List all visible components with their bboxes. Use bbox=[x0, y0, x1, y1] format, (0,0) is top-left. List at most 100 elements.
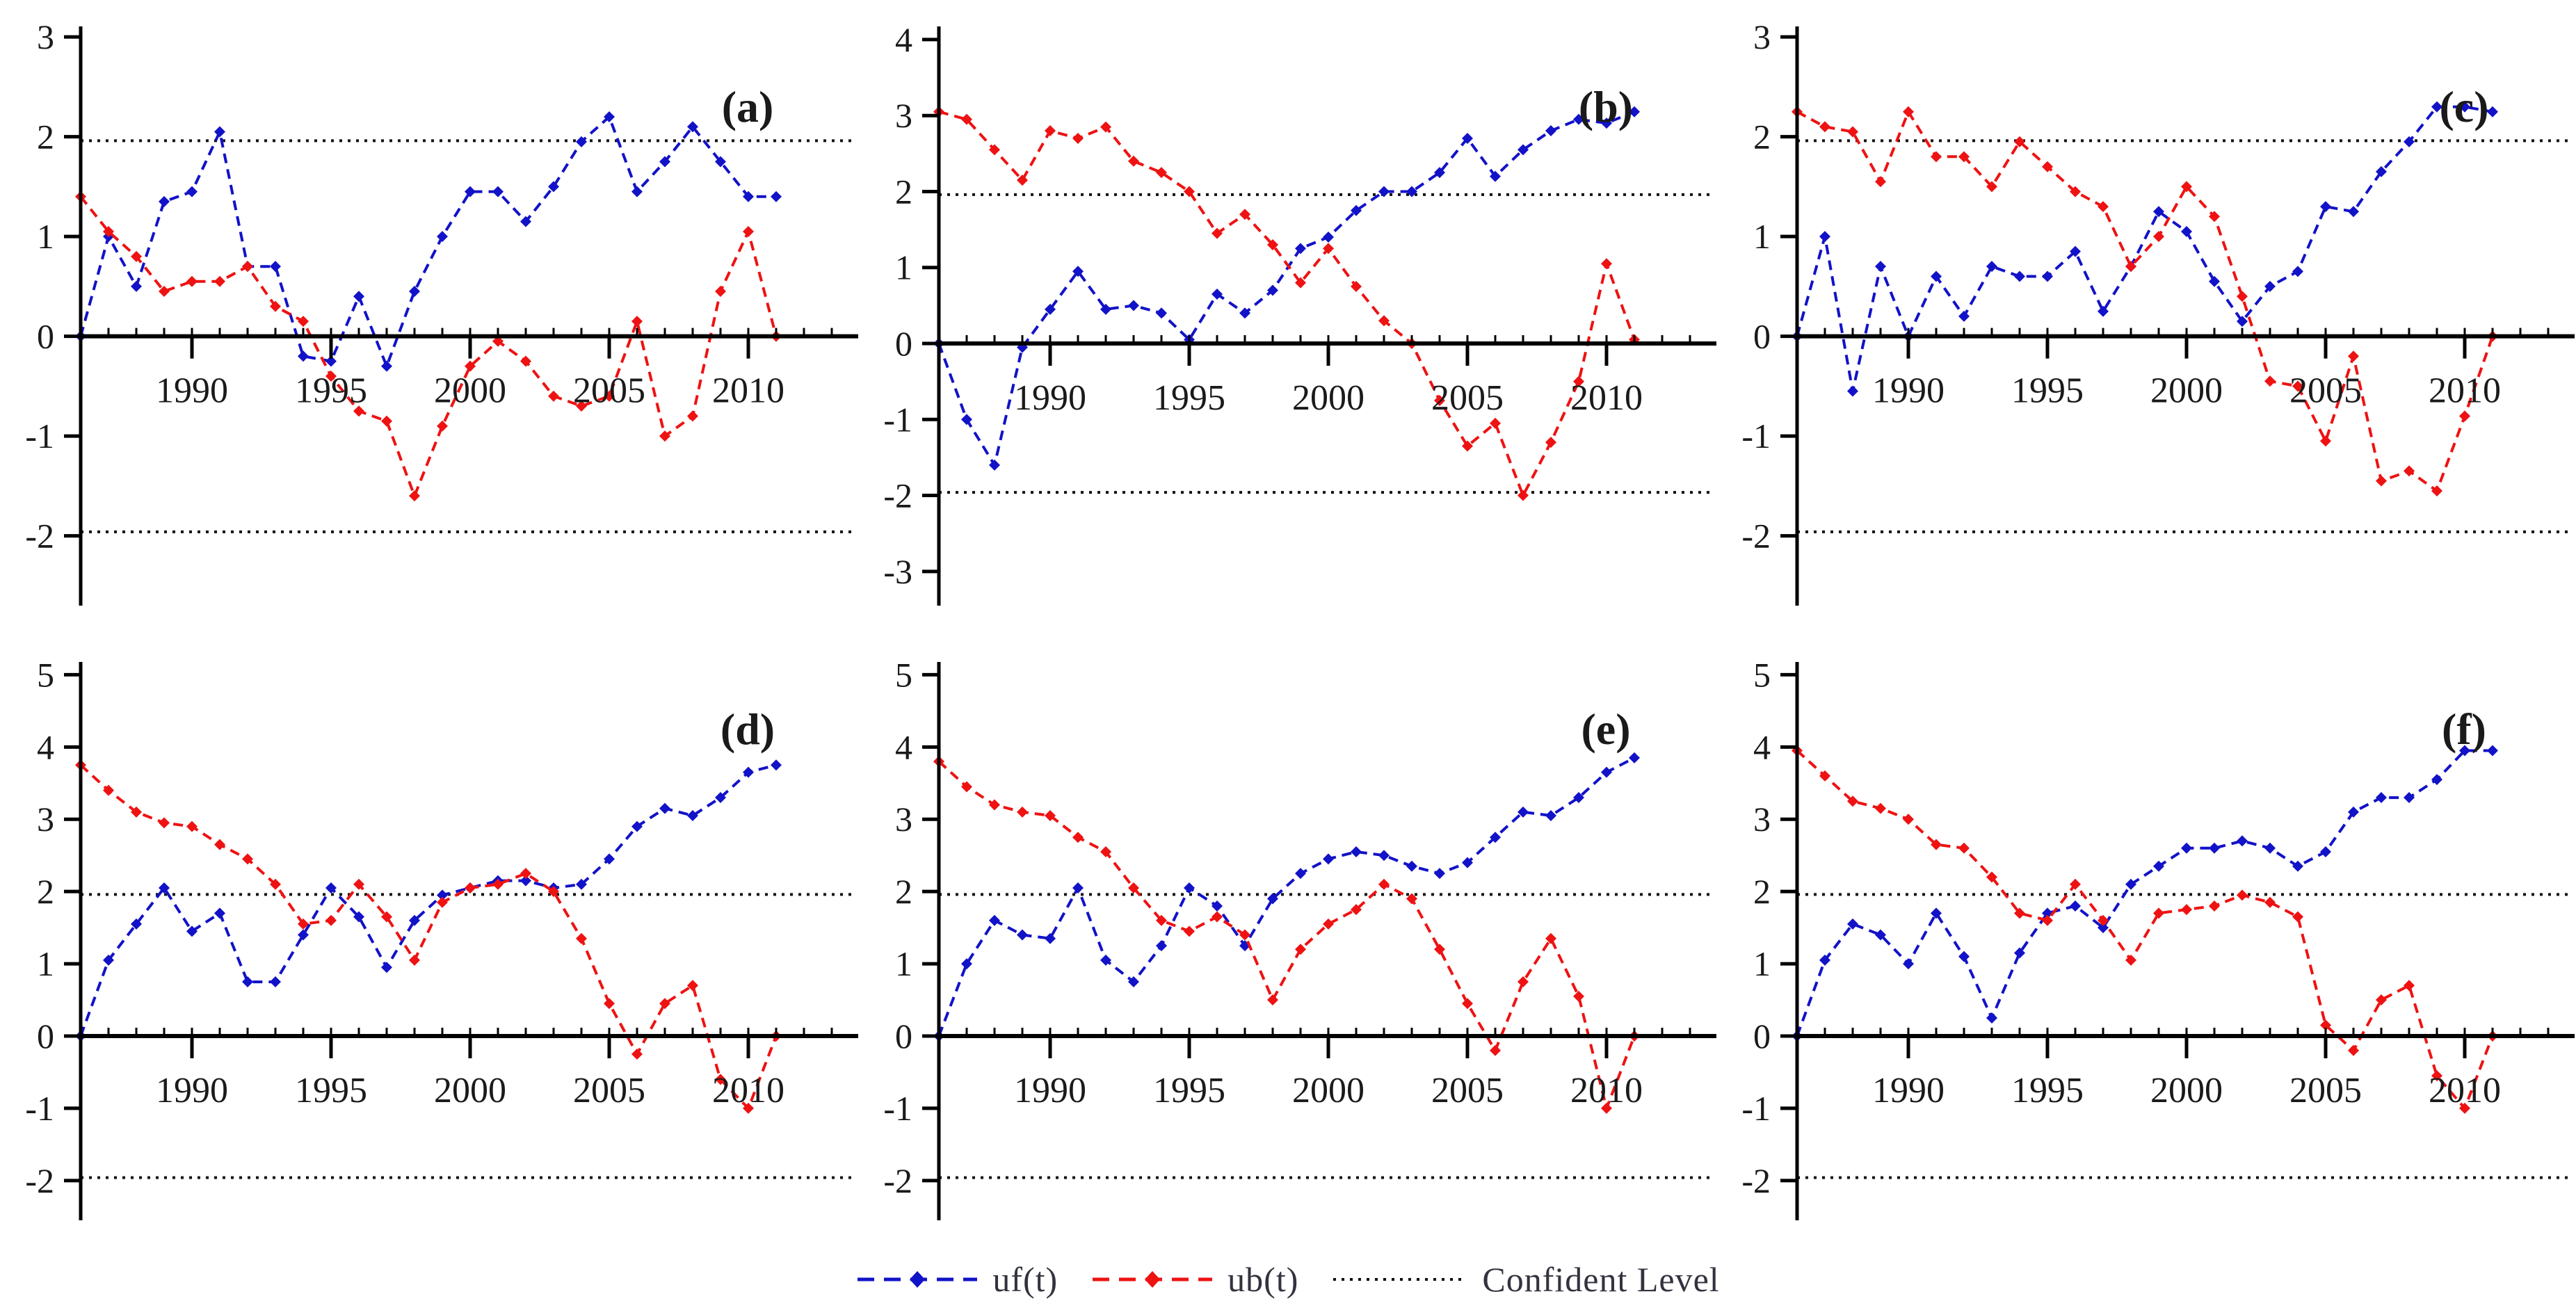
x-tick-label: 2005 bbox=[1431, 378, 1504, 418]
x-tick-label: 2010 bbox=[2429, 371, 2501, 411]
y-tick-label: 5 bbox=[895, 655, 912, 694]
x-tick-label: 2010 bbox=[712, 371, 784, 411]
legend-item-confidence: Confident Level bbox=[1330, 1259, 1719, 1300]
y-tick-label: 0 bbox=[37, 1017, 54, 1056]
x-tick-label: 1995 bbox=[1153, 1071, 1225, 1110]
x-tick-label: 2010 bbox=[1570, 1071, 1643, 1110]
y-tick-label: 3 bbox=[37, 17, 54, 56]
panel-c-chart: 3 2 1 0 -1 -2 1990 1995 2000 2005 2010 (c) bbox=[1741, 17, 2575, 606]
panel-a: 3 2 1 0 -1 -2 1990 1995 2000 2005 2010 (a) bbox=[0, 0, 858, 650]
ub-markers-b bbox=[933, 106, 1640, 501]
y-tick-label: 0 bbox=[895, 1017, 912, 1056]
uf-line-c bbox=[1796, 105, 2493, 391]
legend-label-uf: uf(t) bbox=[992, 1259, 1058, 1299]
x-tick-label: 1995 bbox=[1153, 378, 1225, 418]
y-tick-label: 2 bbox=[895, 172, 912, 211]
x-tick-label: 2005 bbox=[573, 371, 645, 411]
x-tick-label: 2010 bbox=[712, 1071, 784, 1110]
panel-d-chart: 5 4 3 2 1 0 -1 -2 1990 1995 2000 2005 2010 (d) bbox=[25, 655, 858, 1220]
y-tick-label: 1 bbox=[895, 248, 912, 287]
ub-markers-d bbox=[75, 759, 782, 1114]
ub-markers-c bbox=[1792, 106, 2498, 496]
panel-e: 5 4 3 2 1 0 -1 -2 1990 1995 2000 2005 2010 (e) bbox=[858, 650, 1716, 1248]
ub-line-swatch-icon bbox=[1093, 1270, 1213, 1288]
ub-line-c bbox=[1796, 108, 2494, 494]
uf-markers-d bbox=[75, 759, 782, 1042]
x-tick-label: 1995 bbox=[295, 371, 367, 411]
y-tick-label: 4 bbox=[37, 727, 54, 766]
y-tick-label: -2 bbox=[1741, 517, 1771, 556]
y-tick-label: 4 bbox=[895, 727, 912, 766]
legend-item-uf: uf(t) bbox=[855, 1259, 1058, 1300]
uf-line-b bbox=[937, 110, 1635, 469]
legend-item-ub: ub(t) bbox=[1090, 1259, 1298, 1300]
panel-label-e: (e) bbox=[1581, 704, 1630, 754]
x-tick-label: 2000 bbox=[434, 371, 506, 411]
y-tick-label: 2 bbox=[1753, 872, 1771, 911]
x-tick-label: 2000 bbox=[1292, 1071, 1365, 1110]
uf-line-e bbox=[937, 757, 1635, 1037]
uf-markers-c bbox=[1792, 101, 2498, 397]
panel-label-c: (c) bbox=[2439, 82, 2488, 131]
y-tick-label: -1 bbox=[1741, 417, 1771, 455]
y-tick-label: 1 bbox=[37, 944, 54, 983]
y-tick-label: 0 bbox=[1753, 1017, 1771, 1056]
y-tick-label: -2 bbox=[1741, 1161, 1771, 1200]
panel-f-chart: 5 4 3 2 1 0 -1 -2 1990 1995 2000 2005 2010 (f) bbox=[1741, 655, 2575, 1220]
x-tick-label: 1990 bbox=[1872, 371, 1945, 411]
y-tick-label: -1 bbox=[883, 400, 912, 439]
legend-label-ub: ub(t) bbox=[1227, 1259, 1299, 1299]
y-tick-label: 0 bbox=[37, 317, 54, 356]
x-tick-label: 2005 bbox=[1431, 1071, 1504, 1110]
y-tick-label: 1 bbox=[1753, 217, 1771, 256]
uf-markers-e bbox=[933, 752, 1640, 1042]
y-tick-label: -2 bbox=[25, 517, 54, 556]
x-tick-label: 2000 bbox=[1292, 378, 1365, 418]
panel-e-chart: 5 4 3 2 1 0 -1 -2 1990 1995 2000 2005 2010 (e) bbox=[883, 655, 1716, 1220]
x-tick-label: 1990 bbox=[156, 1071, 228, 1110]
y-tick-label: 3 bbox=[895, 96, 912, 135]
y-tick-label: -2 bbox=[883, 476, 912, 515]
x-tick-label: 1995 bbox=[295, 1071, 367, 1110]
panel-label-b: (b) bbox=[1579, 82, 1633, 131]
ub-line-e bbox=[937, 760, 1636, 1113]
x-tick-label: 2000 bbox=[2150, 1071, 2223, 1110]
uf-line-f bbox=[1796, 749, 2493, 1037]
panel-f: 5 4 3 2 1 0 -1 -2 1990 1995 2000 2005 2010 (f) bbox=[1716, 650, 2575, 1248]
y-tick-label: -3 bbox=[883, 552, 912, 591]
x-tick-label: 1995 bbox=[2011, 371, 2084, 411]
y-tick-label: 0 bbox=[1753, 317, 1771, 356]
uf-line-d bbox=[79, 763, 777, 1037]
x-tick-label: 2010 bbox=[1570, 378, 1643, 418]
ub-markers-f bbox=[1792, 745, 2498, 1114]
x-tick-label: 2005 bbox=[573, 1071, 645, 1110]
y-tick-label: 4 bbox=[1753, 727, 1771, 766]
y-tick-label: 3 bbox=[895, 800, 912, 839]
y-tick-label: 1 bbox=[895, 944, 912, 983]
y-tick-label: -1 bbox=[883, 1089, 912, 1128]
x-tick-label: 1990 bbox=[156, 371, 228, 411]
ub-markers-a bbox=[75, 191, 782, 502]
uf-line-a bbox=[79, 114, 776, 371]
y-tick-label: -1 bbox=[1741, 1089, 1771, 1128]
ub-line-b bbox=[938, 110, 1636, 499]
y-tick-label: 1 bbox=[1753, 944, 1771, 983]
y-tick-label: -2 bbox=[883, 1161, 912, 1200]
y-tick-label: -2 bbox=[25, 1161, 54, 1200]
y-tick-label: 2 bbox=[37, 872, 54, 911]
y-tick-label: -1 bbox=[25, 1089, 54, 1128]
y-tick-label: 3 bbox=[1753, 800, 1771, 839]
x-tick-label: 1990 bbox=[1014, 378, 1086, 418]
ub-line-d bbox=[79, 763, 778, 1111]
y-tick-label: 3 bbox=[37, 800, 54, 839]
panel-label-d: (d) bbox=[721, 704, 775, 754]
panel-d: 5 4 3 2 1 0 -1 -2 1990 1995 2000 2005 2010 (d) bbox=[0, 650, 858, 1248]
panel-b: 4 3 2 1 0 -1 -2 -3 1990 1995 2000 2005 2010 (b) bbox=[858, 0, 1716, 650]
x-tick-label: 2005 bbox=[2289, 1071, 2362, 1110]
panel-c: 3 2 1 0 -1 -2 1990 1995 2000 2005 2010 (c) bbox=[1716, 0, 2575, 650]
uf-line-swatch-icon bbox=[858, 1270, 978, 1288]
ub-line-f bbox=[1796, 750, 2494, 1111]
y-tick-label: -1 bbox=[25, 417, 54, 455]
panel-grid: 3 2 1 0 -1 -2 1990 1995 2000 2005 2010 (a) 4 3 2 1 0 -1-… bbox=[0, 0, 2575, 1248]
x-tick-label: 2005 bbox=[2289, 371, 2362, 411]
